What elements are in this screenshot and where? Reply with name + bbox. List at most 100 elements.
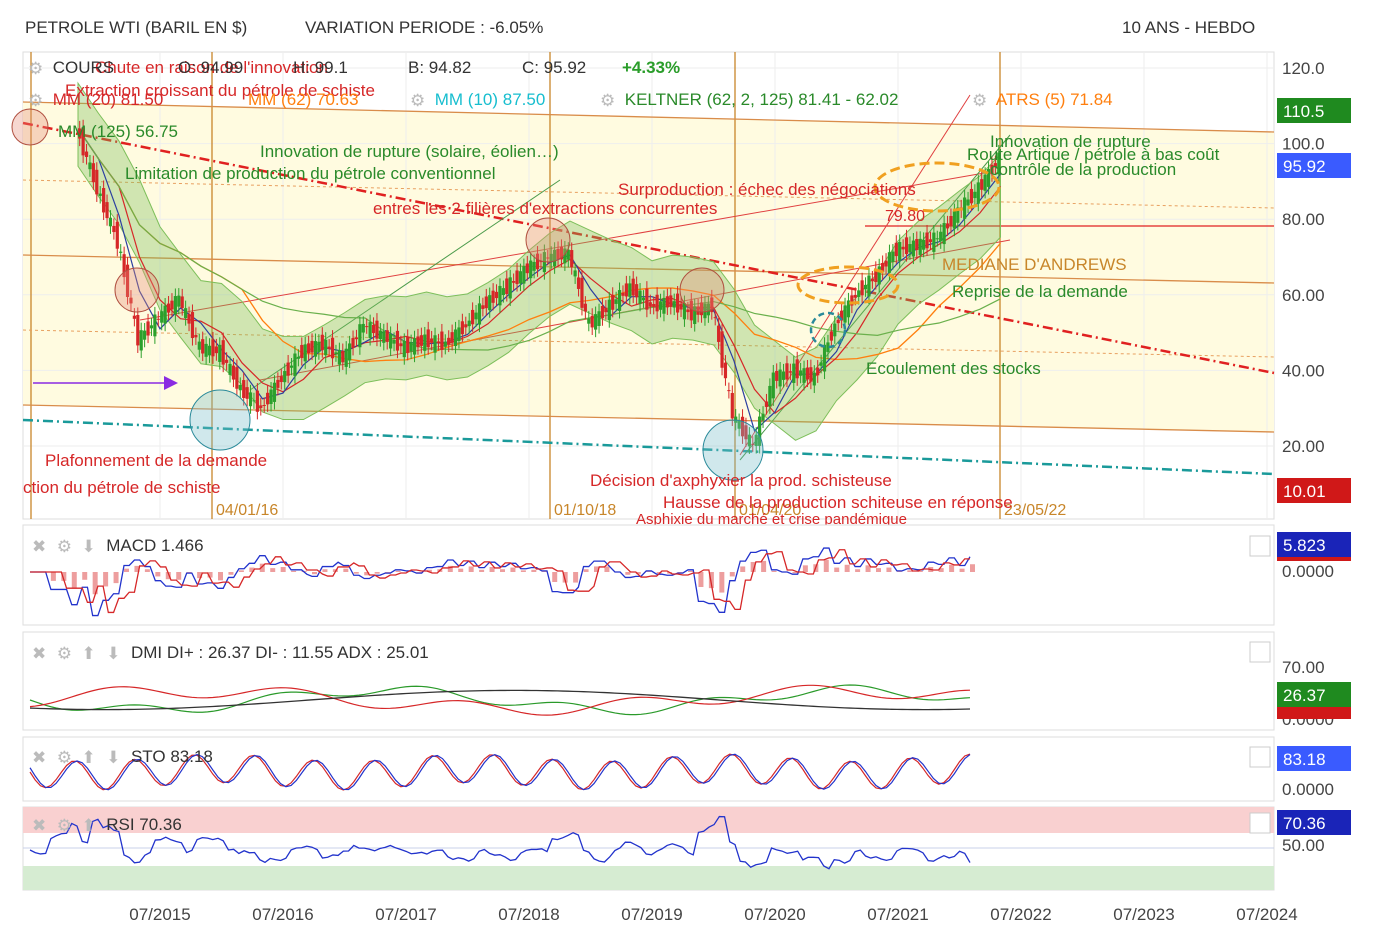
macd-histogram-bar [635, 572, 641, 575]
candle-body [406, 337, 410, 353]
rsi-label: RSI [106, 815, 135, 834]
candle-body [556, 248, 560, 260]
candle-body [939, 231, 943, 242]
candle-body [850, 295, 854, 306]
arrow-up-icon[interactable]: ⬆ [81, 747, 96, 767]
candle-body [973, 191, 977, 199]
macd-histogram-bar [917, 570, 923, 572]
candle-body [218, 344, 222, 362]
candle-body [986, 169, 991, 187]
price-low-badge-bg [1277, 478, 1351, 503]
candle-body [436, 341, 441, 344]
candle-body [778, 369, 782, 387]
candle-body [488, 295, 492, 311]
macd-histogram-bar [698, 572, 704, 587]
candle-body [600, 306, 605, 319]
gear-icon[interactable]: ⚙ [972, 90, 988, 110]
mm62-label[interactable]: MM (62) 70.63 [248, 90, 359, 109]
panel-toggle-button[interactable] [1249, 641, 1271, 663]
macd-badge-strip [1277, 557, 1351, 561]
candle-body [703, 303, 707, 319]
candle-body [969, 188, 974, 204]
gear-icon[interactable]: ⚙ [56, 747, 72, 767]
annotation-text: Décision d'axphyxier la prod. schisteuse [590, 471, 892, 490]
arrow-up-icon[interactable]: ⬆ [81, 643, 96, 663]
candle-body [594, 314, 598, 330]
candle-body [259, 405, 263, 409]
candle-body [727, 390, 731, 392]
close-icon[interactable]: ✖ [32, 815, 47, 835]
macd-histogram-bar [144, 569, 150, 572]
candle-body [802, 368, 806, 383]
candle-body [494, 291, 499, 299]
candle-body [484, 296, 488, 309]
candle-body [225, 359, 229, 363]
mm125-label[interactable]: MM (125) 56.75 [58, 122, 178, 141]
arrow-up-icon[interactable]: ⬆ [81, 815, 96, 835]
panel-toggle-button[interactable] [1249, 812, 1271, 834]
atrs-line [77, 128, 1001, 432]
macd-histogram-bar [197, 572, 203, 579]
mm20-legend[interactable]: ⚙ MM (20) 81.50 [28, 90, 163, 111]
atrs-legend[interactable]: ⚙ ATRS (5) 71.84 [972, 90, 1113, 111]
macd-histogram-bar [426, 569, 432, 572]
keltner-legend[interactable]: ⚙ KELTNER (62, 2, 125) 81.41 - 62.02 [600, 90, 898, 111]
candle-body [607, 299, 611, 321]
gear-icon[interactable]: ⚙ [56, 536, 72, 556]
macd-histogram-bar [573, 572, 579, 583]
candle-body [628, 283, 632, 297]
close-icon[interactable]: ✖ [32, 643, 47, 663]
candle-body [238, 384, 242, 391]
mm10-legend[interactable]: ⚙ MM (10) 87.50 [410, 90, 545, 111]
macd-histogram-bar [259, 563, 265, 572]
candle-body [908, 244, 912, 253]
rsi-line [29, 815, 971, 870]
candle-body [621, 292, 625, 296]
candle-body [430, 338, 434, 343]
red-dash-trendline [22, 121, 1275, 375]
purple-arrow-head [164, 376, 178, 390]
candle-body [399, 343, 403, 347]
candle-body [481, 305, 485, 309]
annotation-text: Extraction croissant du pétrole de schis… [65, 81, 375, 100]
gear-icon[interactable]: ⚙ [600, 90, 616, 110]
macd-histogram-bar [395, 570, 401, 572]
candle-body [655, 294, 659, 312]
annotation-text: Asphixie du marché et crise pandémique [636, 511, 907, 528]
x-tick-label: 07/2020 [744, 905, 805, 924]
candle-body [105, 202, 109, 219]
arrow-down-icon[interactable]: ⬇ [81, 536, 96, 556]
candle-body [307, 343, 311, 354]
gear-icon[interactable]: ⚙ [28, 90, 44, 110]
macd-histogram-bar [520, 570, 526, 572]
sto-zero-label: 0.0000 [1282, 780, 1334, 799]
candle-body [566, 249, 570, 260]
gear-icon[interactable]: ⚙ [28, 58, 44, 78]
panel-toggle-button[interactable] [1249, 746, 1271, 768]
macd-histogram-bar [604, 566, 610, 572]
candle-body [464, 324, 468, 328]
candle-body [392, 339, 396, 344]
candle-body [737, 421, 741, 429]
candle-body [949, 216, 953, 226]
candle-body [648, 302, 652, 307]
candle-body [289, 365, 294, 368]
candle-body [645, 288, 649, 310]
candle-body [378, 330, 382, 340]
gear-icon[interactable]: ⚙ [56, 815, 72, 835]
sto-value: 83.18 [170, 747, 213, 766]
x-tick-label: 07/2024 [1236, 905, 1297, 924]
candle-body [887, 252, 892, 273]
arrow-down-icon[interactable]: ⬇ [106, 747, 121, 767]
gear-icon[interactable]: ⚙ [410, 90, 426, 110]
arrow-down-icon[interactable]: ⬇ [106, 643, 121, 663]
candle-body [457, 327, 461, 342]
candle-body [587, 318, 591, 324]
close-value: C: 95.92 [522, 58, 587, 77]
candle-body [184, 308, 188, 319]
candle-body [163, 305, 167, 324]
close-icon[interactable]: ✖ [32, 747, 47, 767]
panel-toggle-button[interactable] [1249, 535, 1271, 557]
close-icon[interactable]: ✖ [32, 536, 47, 556]
gear-icon[interactable]: ⚙ [56, 643, 72, 663]
